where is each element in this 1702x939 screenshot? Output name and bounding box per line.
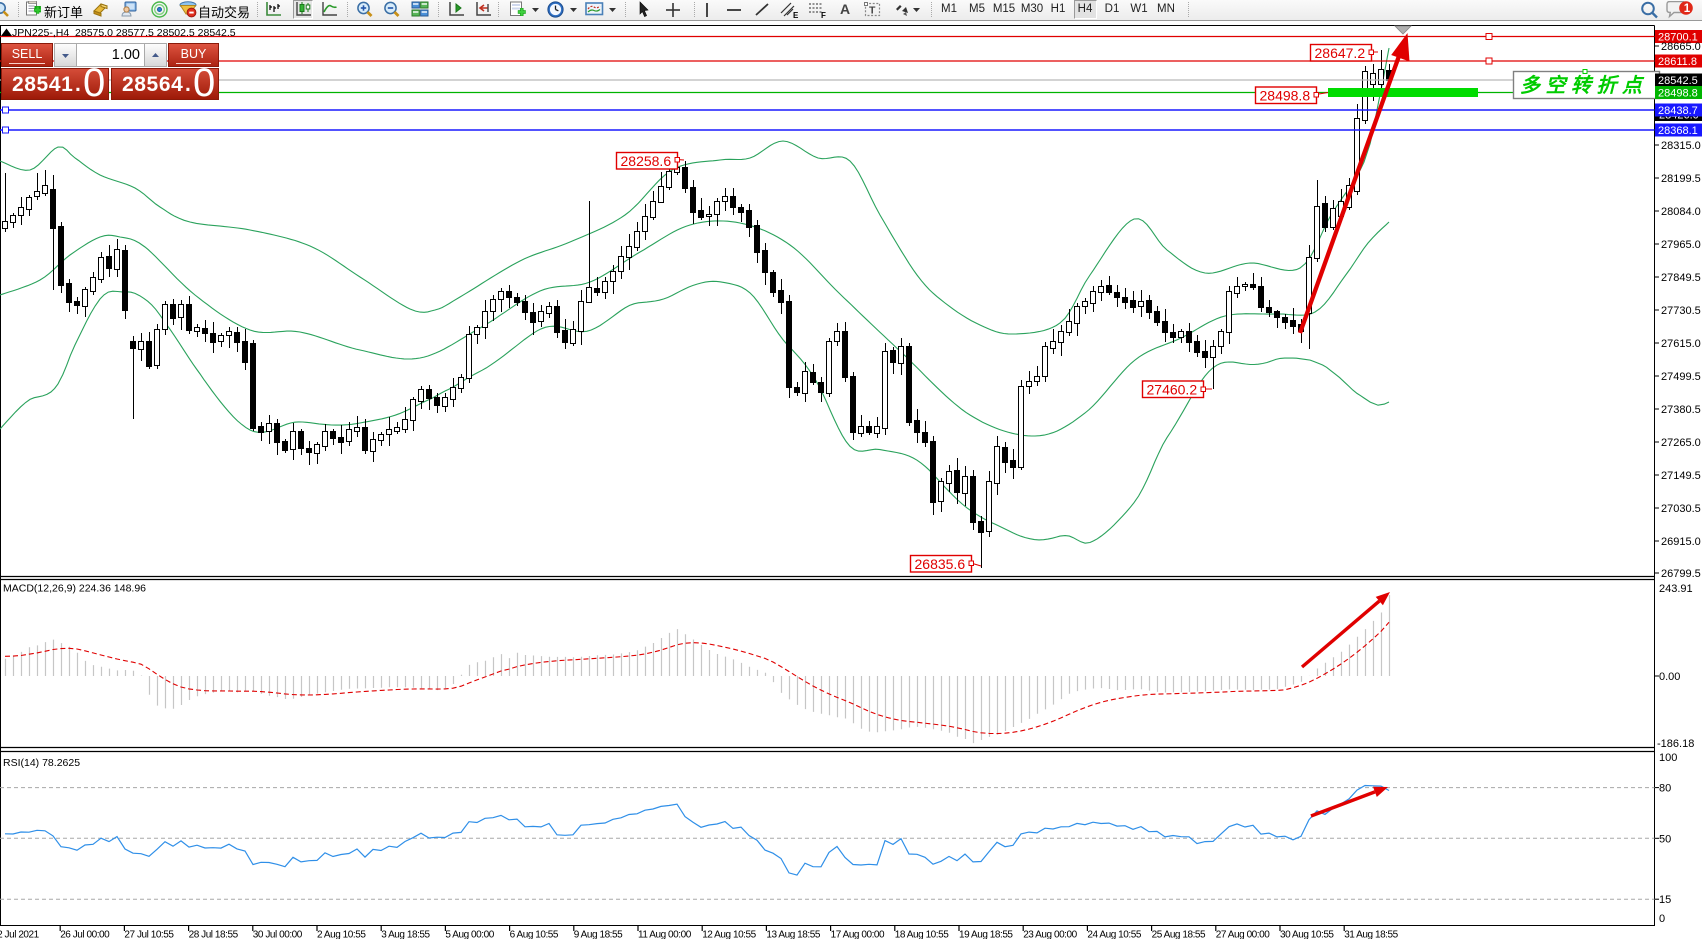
svg-text:18 Aug 10:55: 18 Aug 10:55 [895,930,949,939]
svg-text:28 Jul 18:55: 28 Jul 18:55 [189,930,239,939]
svg-text:27849.5: 27849.5 [1661,272,1701,284]
svg-text:31 Aug 18:55: 31 Aug 18:55 [1344,930,1398,939]
svg-text:9 Aug 18:55: 9 Aug 18:55 [574,930,623,939]
svg-text:28438.7: 28438.7 [1658,105,1698,117]
svg-text:80: 80 [1659,783,1671,795]
svg-text:0: 0 [1659,913,1665,925]
svg-text:28498.8: 28498.8 [1658,88,1698,100]
svg-text:JPN225-,H4 28575.0 28577.5 28: JPN225-,H4 28575.0 28577.5 28502.5 28542… [12,27,236,39]
svg-text:F: F [821,11,826,19]
svg-text:-186.18: -186.18 [1657,738,1694,750]
svg-text:27615.0: 27615.0 [1661,338,1701,350]
svg-text:27030.5: 27030.5 [1661,503,1701,515]
svg-text:11 Aug 00:00: 11 Aug 00:00 [638,930,692,939]
svg-text:28665.0: 28665.0 [1661,41,1701,53]
svg-text:100: 100 [1659,752,1677,764]
svg-text:26 Jul 00:00: 26 Jul 00:00 [60,930,110,939]
svg-text:5 Aug 00:00: 5 Aug 00:00 [445,930,494,939]
svg-text:25 Aug 18:55: 25 Aug 18:55 [1152,930,1206,939]
svg-text:27 Aug 00:00: 27 Aug 00:00 [1216,930,1270,939]
svg-text:28315.0: 28315.0 [1661,140,1701,152]
svg-text:E: E [793,11,799,19]
svg-text:3 Aug 18:55: 3 Aug 18:55 [381,930,430,939]
svg-text:13 Aug 18:55: 13 Aug 18:55 [766,930,820,939]
svg-text:28368.1: 28368.1 [1658,125,1698,137]
svg-text:MACD(12,26,9) 224.36 148.96: MACD(12,26,9) 224.36 148.96 [3,583,146,595]
svg-text:243.91: 243.91 [1659,583,1693,595]
svg-text:2 Aug 10:55: 2 Aug 10:55 [317,930,366,939]
svg-text:28647.2: 28647.2 [1315,45,1366,61]
svg-text:28498.8: 28498.8 [1260,88,1311,104]
svg-text:23 Aug 00:00: 23 Aug 00:00 [1023,930,1077,939]
svg-text:27380.5: 27380.5 [1661,404,1701,416]
svg-text:28700.1: 28700.1 [1658,32,1698,44]
svg-text:26835.6: 26835.6 [915,556,966,572]
svg-text:1: 1 [1684,3,1691,15]
svg-text:27265.0: 27265.0 [1661,437,1701,449]
svg-text:28542.5: 28542.5 [1658,75,1698,87]
svg-text:19 Aug 18:55: 19 Aug 18:55 [959,930,1013,939]
svg-text:15: 15 [1659,894,1671,906]
svg-text:27965.0: 27965.0 [1661,239,1701,251]
svg-text:27 Jul 10:55: 27 Jul 10:55 [124,930,174,939]
svg-text:6 Aug 10:55: 6 Aug 10:55 [510,930,559,939]
svg-text:28611.8: 28611.8 [1658,56,1697,68]
svg-text:26915.0: 26915.0 [1661,536,1701,548]
svg-text:50: 50 [1659,833,1671,845]
svg-text:28258.6: 28258.6 [621,153,672,169]
svg-text:17 Aug 00:00: 17 Aug 00:00 [831,930,885,939]
svg-text:12 Aug 10:55: 12 Aug 10:55 [702,930,756,939]
svg-text:24 Aug 10:55: 24 Aug 10:55 [1087,930,1141,939]
svg-text:27149.5: 27149.5 [1661,470,1701,482]
svg-text:26799.5: 26799.5 [1661,568,1701,580]
svg-text:30 Jul 00:00: 30 Jul 00:00 [253,930,303,939]
svg-text:多空转折点: 多空转折点 [1520,74,1648,97]
svg-text:30 Aug 10:55: 30 Aug 10:55 [1280,930,1334,939]
svg-text:27499.5: 27499.5 [1661,371,1701,383]
svg-text:27460.2: 27460.2 [1147,382,1198,398]
svg-text:22 Jul 2021: 22 Jul 2021 [0,930,40,939]
svg-text:0.00: 0.00 [1659,671,1680,683]
svg-text:28199.5: 28199.5 [1661,173,1701,185]
svg-text:RSI(14) 78.2625: RSI(14) 78.2625 [3,757,80,769]
svg-text:T: T [869,5,876,17]
svg-text:28084.0: 28084.0 [1661,206,1701,218]
svg-text:27730.5: 27730.5 [1661,305,1701,317]
